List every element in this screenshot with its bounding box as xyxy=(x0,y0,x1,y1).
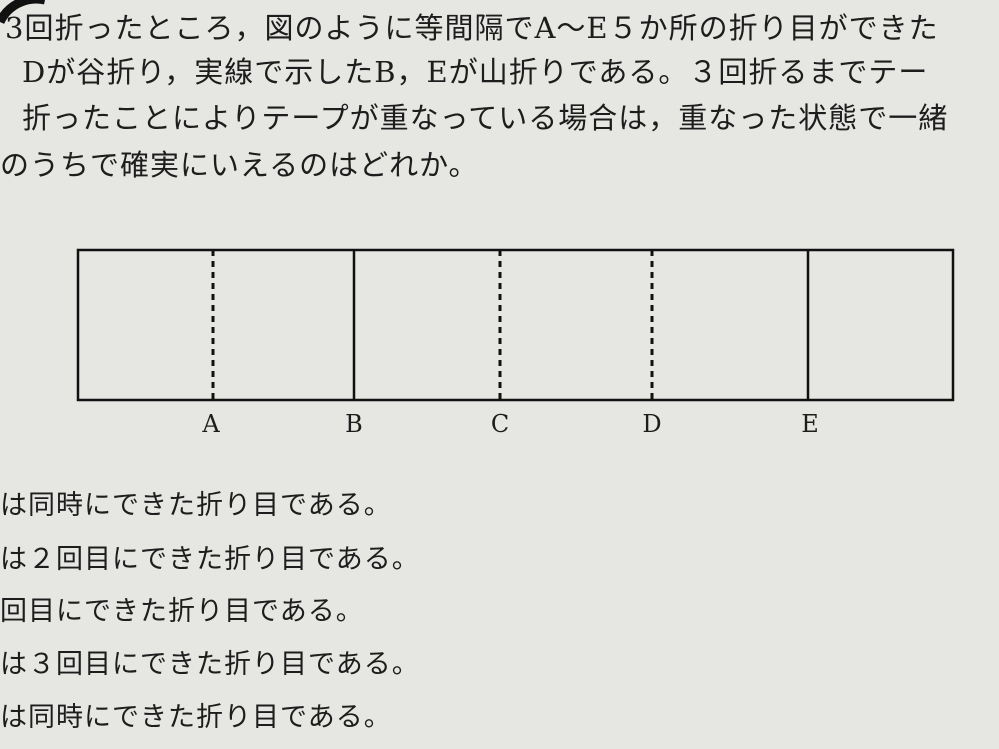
tape xyxy=(76,248,955,402)
option: 回目にできた折り目である。 xyxy=(0,596,364,627)
fold-label: A xyxy=(201,410,220,438)
question-line: Dが谷折り，実線で示したB，Eが山折りである。３回折るまでテー xyxy=(22,55,929,89)
question-line: のうちで確実にいえるのはどれか。 xyxy=(0,148,479,182)
option: は２回目にできた折り目である。 xyxy=(0,544,420,575)
option: は同時にできた折り目である。 xyxy=(0,702,392,733)
question-line: 折ったことによりテープが重なっている場合は，重なった状態で一緒 xyxy=(22,101,949,135)
fold-label: C xyxy=(491,410,509,438)
fold-label: B xyxy=(345,410,363,438)
circle-mark xyxy=(0,0,45,25)
fold-label: D xyxy=(642,410,661,438)
option: は３回目にできた折り目である。 xyxy=(0,649,420,680)
fold-label: E xyxy=(801,410,819,438)
option: は同時にできた折り目である。 xyxy=(0,490,392,521)
question-line: 3回折ったところ，図のように等間隔でA～E５か所の折り目ができた xyxy=(5,11,939,45)
